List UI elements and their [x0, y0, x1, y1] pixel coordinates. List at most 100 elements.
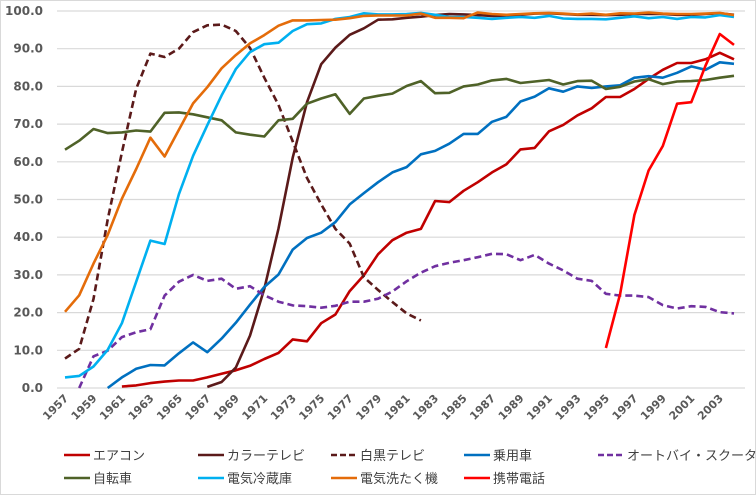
data-point: [463, 190, 464, 191]
data-point: [577, 115, 578, 116]
data-point: [406, 167, 407, 168]
data-point: [278, 352, 279, 353]
legend-label: カラーテレビ: [227, 449, 305, 464]
data-point: [65, 377, 66, 378]
data-point: [221, 338, 222, 339]
data-point: [620, 97, 621, 98]
legend-item-8[interactable]: 携帯電話: [464, 471, 545, 487]
x-tick-label: 1973: [268, 392, 299, 423]
data-point: [150, 383, 151, 384]
data-point: [705, 65, 706, 66]
y-tick-label: 80.0: [13, 79, 43, 93]
legend-item-7[interactable]: 電気洗たく機: [331, 471, 438, 487]
data-point: [605, 348, 606, 349]
x-tick-label: 1997: [610, 392, 641, 423]
data-point: [506, 14, 507, 15]
data-point: [577, 81, 578, 82]
data-point: [335, 228, 336, 229]
data-point: [563, 13, 564, 14]
data-point: [677, 308, 678, 309]
x-tick-label: 1965: [154, 392, 185, 423]
data-point: [734, 313, 735, 314]
legend-item-1[interactable]: カラーテレビ: [198, 449, 305, 464]
data-point: [235, 370, 236, 371]
data-point: [235, 31, 236, 32]
data-point: [150, 329, 151, 330]
x-tick-label: 2003: [695, 392, 726, 423]
data-point: [150, 53, 151, 54]
data-point: [449, 14, 450, 15]
legend-item-0[interactable]: エアコン: [64, 449, 145, 464]
series-line-5: [64, 74, 735, 151]
data-point: [264, 359, 265, 360]
data-point: [264, 287, 265, 288]
data-point: [335, 47, 336, 48]
data-point: [221, 382, 222, 383]
data-point: [164, 156, 165, 157]
data-point: [235, 367, 236, 368]
y-tick-label: 50.0: [13, 193, 43, 207]
data-point: [406, 17, 407, 18]
data-point: [193, 274, 194, 275]
data-point: [534, 17, 535, 18]
data-point: [534, 13, 535, 14]
data-point: [264, 136, 265, 137]
y-tick-label: 10.0: [13, 343, 43, 357]
data-point: [662, 13, 663, 14]
data-point: [378, 298, 379, 299]
data-point: [193, 155, 194, 156]
data-point: [605, 86, 606, 87]
data-point: [378, 254, 379, 255]
data-point: [520, 14, 521, 15]
legend-label: オートバイ・スクーター: [627, 449, 756, 464]
data-point: [691, 81, 692, 82]
series-line-3: [106, 61, 735, 390]
data-point: [691, 306, 692, 307]
legend-item-2[interactable]: 白黒テレビ: [331, 448, 425, 464]
data-point: [278, 274, 279, 275]
data-point: [93, 129, 94, 130]
data-point: [420, 272, 421, 273]
data-point: [634, 215, 635, 216]
data-point: [278, 104, 279, 105]
data-point: [648, 170, 649, 171]
data-point: [719, 52, 720, 53]
data-point: [591, 108, 592, 109]
data-point: [734, 63, 735, 64]
data-point: [136, 281, 137, 282]
data-point: [420, 81, 421, 82]
data-point: [634, 77, 635, 78]
legend-item-6[interactable]: 電気冷蔵庫: [198, 471, 292, 487]
data-point: [178, 129, 179, 130]
y-tick-label: 20.0: [13, 306, 43, 320]
legend-item-3[interactable]: 乗用車: [464, 449, 532, 464]
data-point: [193, 342, 194, 343]
data-point: [250, 365, 251, 366]
data-point: [392, 93, 393, 94]
data-point: [534, 147, 535, 148]
data-point: [221, 278, 222, 279]
data-point: [734, 17, 735, 18]
data-point: [65, 311, 66, 312]
series-line-0: [121, 51, 735, 388]
x-tick-label: 1959: [69, 392, 100, 423]
legend-item-4[interactable]: オートバイ・スクーター: [598, 449, 756, 464]
data-point: [591, 13, 592, 14]
data-point: [677, 18, 678, 19]
data-point: [392, 302, 393, 303]
data-point: [250, 286, 251, 287]
data-point: [250, 47, 251, 48]
data-point: [292, 249, 293, 250]
data-point: [591, 87, 592, 88]
data-point: [563, 270, 564, 271]
data-point: [207, 386, 208, 387]
data-point: [435, 93, 436, 94]
data-point: [79, 140, 80, 141]
data-point: [164, 295, 165, 296]
data-point: [549, 80, 550, 81]
legend-item-5[interactable]: 自転車: [64, 472, 132, 487]
data-point: [406, 86, 407, 87]
data-point: [662, 305, 663, 306]
x-tick-label: 1963: [126, 392, 157, 423]
